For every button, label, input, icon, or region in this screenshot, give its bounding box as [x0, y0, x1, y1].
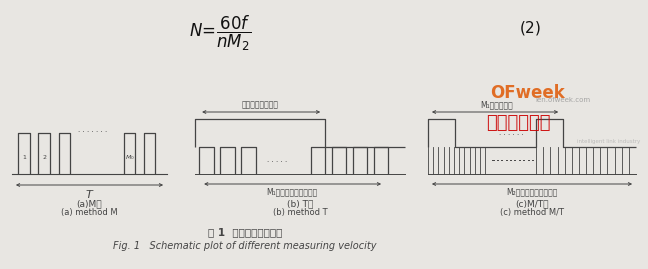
Text: (c) method M/T: (c) method M/T — [500, 208, 564, 217]
Text: (b) T法: (b) T法 — [287, 199, 313, 208]
Text: $M_0$: $M_0$ — [124, 153, 134, 162]
Text: 电子工程网业: 电子工程网业 — [486, 114, 551, 132]
Text: (b) method T: (b) method T — [273, 208, 327, 217]
Text: M₂个已知高频时基脉冲: M₂个已知高频时基脉冲 — [506, 187, 558, 196]
Text: $(2)$: $(2)$ — [519, 19, 541, 37]
Text: . . . . . . .: . . . . . . . — [78, 127, 107, 133]
Text: (a)M法: (a)M法 — [76, 199, 102, 208]
Text: Fig. 1   Schematic plot of different measuring velocity: Fig. 1 Schematic plot of different measu… — [113, 241, 376, 251]
Text: 一个旋转脉冲周期: 一个旋转脉冲周期 — [242, 100, 279, 109]
Text: 2: 2 — [42, 155, 46, 160]
Text: OFweek: OFweek — [490, 84, 565, 102]
Text: (a) method M: (a) method M — [61, 208, 118, 217]
Text: len.ofweek.com: len.ofweek.com — [535, 97, 590, 103]
Text: 图 1  不同测速法示意图: 图 1 不同测速法示意图 — [208, 227, 282, 237]
Text: $N\!=\!\dfrac{60f}{nM_2}$: $N\!=\!\dfrac{60f}{nM_2}$ — [189, 14, 251, 53]
Text: . . . . .: . . . . . — [267, 157, 287, 163]
Text: M₁个旋转脉冲: M₁个旋转脉冲 — [480, 100, 513, 109]
Text: M₁个已知高频时基脉冲: M₁个已知高频时基脉冲 — [266, 187, 318, 196]
Text: intelligent link industry: intelligent link industry — [577, 139, 640, 144]
Text: $T$: $T$ — [85, 188, 94, 200]
Text: 1: 1 — [22, 155, 26, 160]
Text: (c)M/T法: (c)M/T法 — [515, 199, 549, 208]
Text: . . . . . .: . . . . . . — [499, 130, 524, 136]
